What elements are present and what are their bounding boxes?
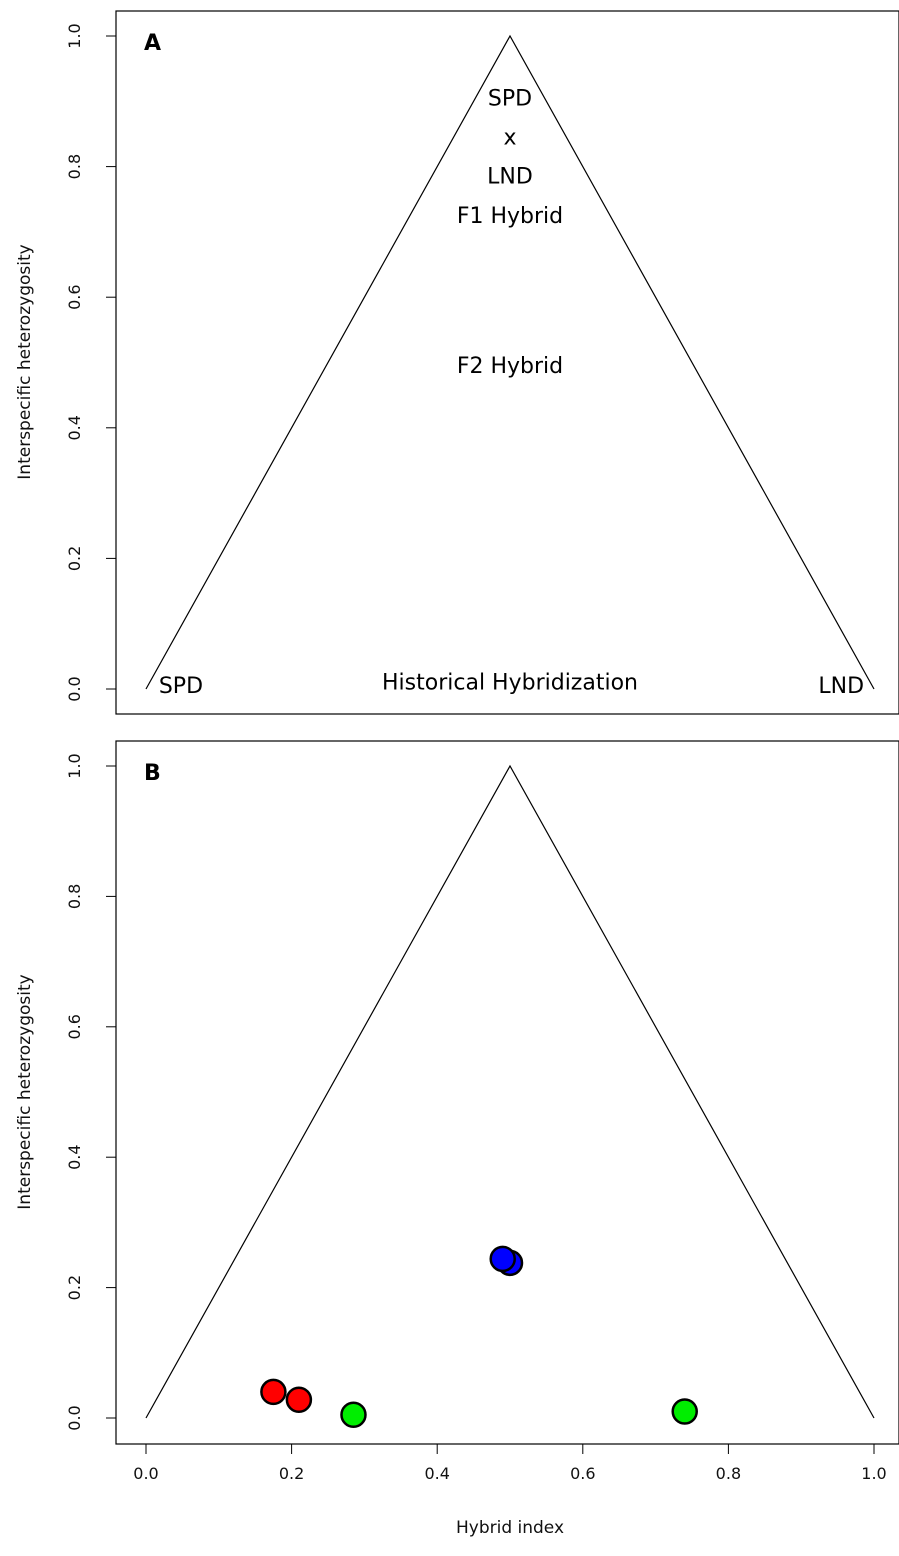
annotation-label: F2 Hybrid	[457, 354, 563, 379]
panel-b-triangle-layer	[145, 764, 875, 1419]
sample-point	[340, 1401, 367, 1428]
x-tick-label: 0.6	[570, 1464, 595, 1483]
x-tick-label: 0.0	[133, 1464, 158, 1483]
annotation-label: LND	[818, 674, 864, 699]
panel-b-frame	[115, 740, 899, 1445]
y-tick-label: 0.2	[65, 1275, 84, 1300]
y-tick-label: 0.8	[65, 154, 84, 179]
annotation-label: SPD	[159, 674, 203, 699]
annotation-label: x	[503, 125, 516, 150]
y-tick-label: 0.6	[65, 284, 84, 309]
panel-b-x-axis: 0.0 0.2 0.4 0.6 0.8 1.0	[133, 1444, 887, 1483]
x-tick-label: 0.2	[279, 1464, 304, 1483]
panel-a: A Interspecific heterozygosity 0.0 0.2 0.4…	[15, 10, 899, 715]
panel-a-triangle-layer	[145, 34, 875, 690]
x-tick-label: 0.4	[424, 1464, 449, 1483]
annotation-label: LND	[487, 165, 533, 190]
y-tick-label: 0.0	[65, 676, 84, 701]
sample-point	[671, 1398, 698, 1425]
y-tick-label: 1.0	[65, 753, 84, 778]
panel-b-x-axis-title: Hybrid index	[456, 1518, 564, 1538]
y-tick-label: 0.8	[65, 884, 84, 909]
sample-point	[285, 1386, 313, 1413]
panel-b-y-axis: 0.0 0.2 0.4 0.6 0.8 1.0	[65, 753, 116, 1431]
panel-a-annotations: SPD x LND F1 Hybrid F2 Hybrid SPD Historical H…	[159, 86, 864, 699]
y-tick-label: 0.0	[65, 1405, 84, 1430]
annotation-label: F1 Hybrid	[457, 204, 563, 229]
panel-a-y-axis: 0.0 0.2 0.4 0.6 0.8 1.0	[65, 23, 116, 702]
panel-a-letter: A	[144, 31, 161, 56]
annotation-label: SPD	[488, 86, 532, 111]
x-tick-label: 0.8	[716, 1464, 741, 1483]
y-tick-label: 0.4	[65, 415, 84, 440]
hybrid-triangle	[145, 764, 875, 1419]
panel-b-letter: B	[144, 761, 161, 786]
sample-point	[260, 1378, 287, 1406]
y-tick-label: 0.4	[65, 1144, 84, 1169]
panel-b-points	[260, 1245, 698, 1428]
panel-b-y-axis-title: Interspecific heterozygosity	[15, 974, 35, 1209]
y-tick-label: 1.0	[65, 23, 84, 48]
hybrid-triangle	[145, 34, 875, 690]
y-tick-label: 0.2	[65, 546, 84, 571]
x-tick-label: 1.0	[861, 1464, 886, 1483]
panel-a-y-axis-title: Interspecific heterozygosity	[15, 244, 35, 479]
sample-point	[489, 1245, 516, 1273]
annotation-label: Historical Hybridization	[382, 671, 638, 696]
panel-b: B Interspecific heterozygosity Hybrid in…	[15, 740, 899, 1538]
panel-a-frame	[115, 10, 899, 715]
y-tick-label: 0.6	[65, 1014, 84, 1039]
